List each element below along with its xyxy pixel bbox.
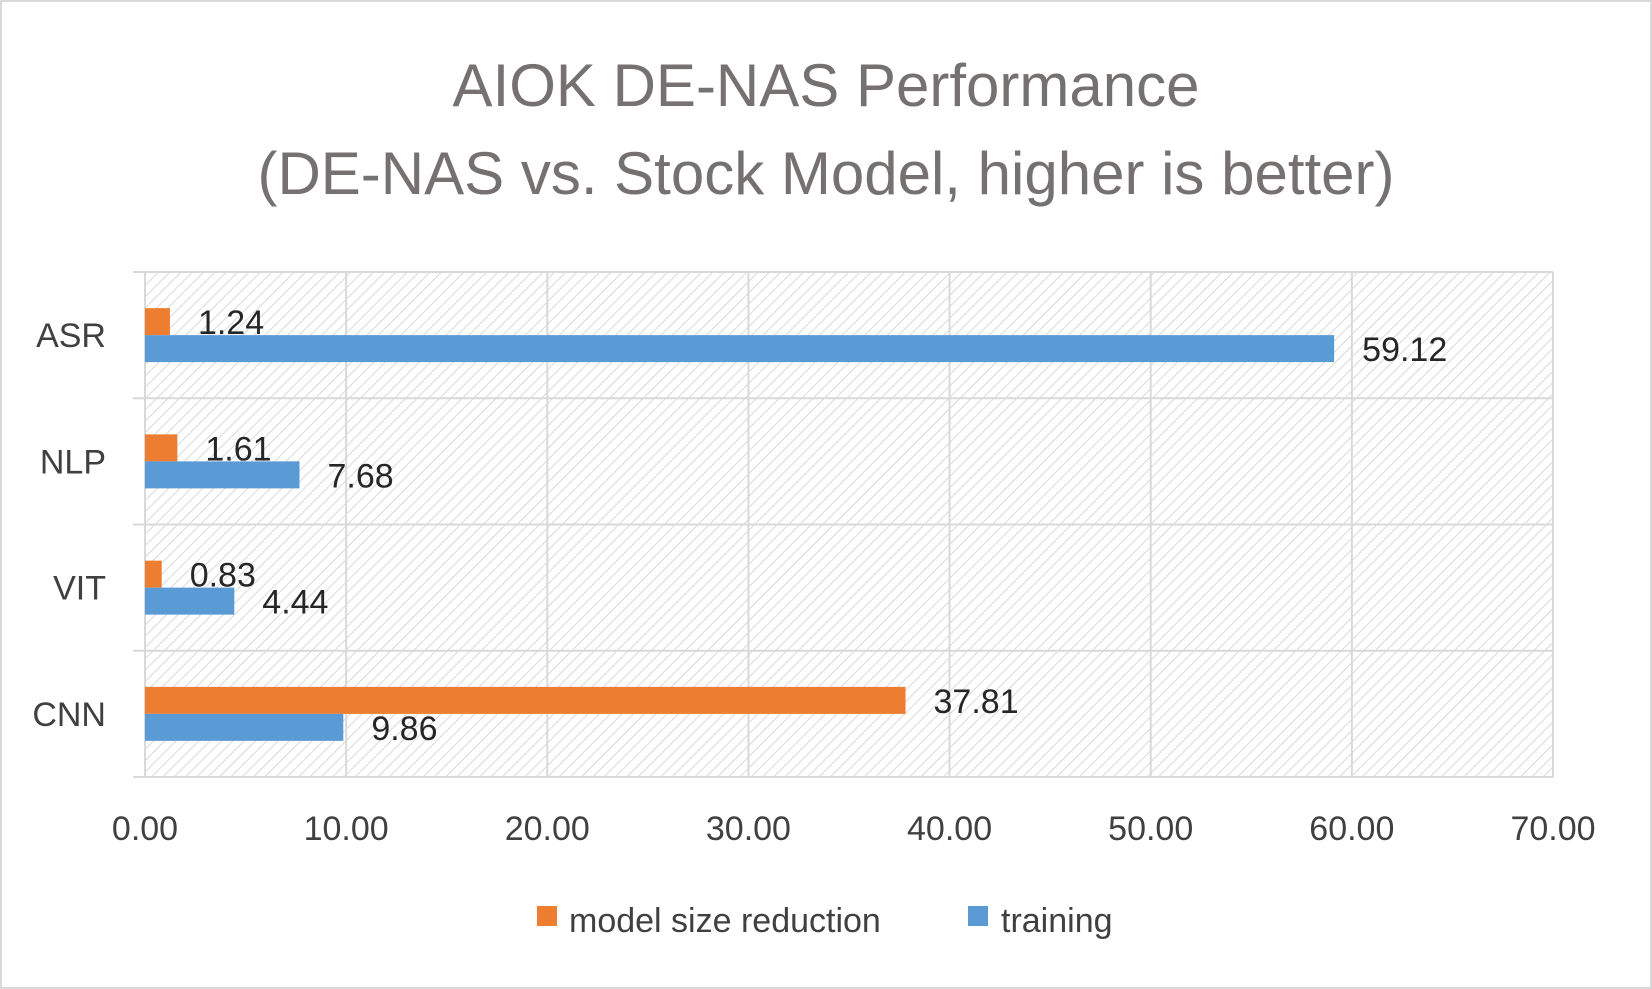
bar-training-cnn [145,713,344,741]
data-label-model-size-reduction-vit: 0.83 [190,557,256,595]
bar-training-asr [145,335,1335,363]
y-tick-label-nlp: NLP [40,443,106,481]
y-tick-label-asr: ASR [36,317,106,355]
data-label-training-nlp: 7.68 [327,457,393,495]
x-axis-labels: 0.00 10.00 20.00 30.00 40.00 50.00 60.00 70.00 [112,810,1596,848]
x-tick-label-10-00: 10.00 [304,810,389,848]
bar-training-nlp [145,461,300,489]
y-axis-labels: ASR NLP VIT CNN [32,317,106,734]
y-tick-label-vit: VIT [53,570,106,608]
data-labels: 1.24 59.12 1.61 7.68 0.834.44 37.81 9.86 [190,304,1448,748]
x-tick-label-60-00: 60.00 [1309,810,1394,848]
x-tick-label-20-00: 20.00 [505,810,590,848]
x-tick-label-30-00: 30.00 [706,810,791,848]
data-label-training-cnn: 9.86 [371,710,437,748]
data-label-training-vit: 4.44 [262,584,328,622]
data-label-training-asr: 59.12 [1362,331,1447,369]
bar-model-size-reduction-asr [145,308,170,336]
x-tick-label-50-00: 50.00 [1108,810,1193,848]
chart-title-line-2: (DE-NAS vs. Stock Model, higher is bette… [257,140,1394,207]
legend: model size reduction training [537,902,1113,940]
legend-label-training: training [1001,902,1113,940]
x-tick-label-40-00: 40.00 [907,810,992,848]
x-tick-label-0-00: 0.00 [112,810,178,848]
bar-training-vit [145,587,235,615]
bar-model-size-reduction-cnn [145,686,906,714]
data-label-model-size-reduction-asr: 1.24 [198,304,264,342]
legend-swatch-model-size-reduction [537,906,557,926]
y-tick-label-cnn: CNN [32,696,106,734]
legend-label-model-size-reduction: model size reduction [569,902,881,940]
bar-model-size-reduction-nlp [145,434,178,462]
x-tick-label-70-00: 70.00 [1510,810,1595,848]
chart-title-line-1: AIOK DE-NAS Performance [453,52,1200,119]
bars [145,308,1335,741]
data-label-model-size-reduction-cnn: 37.81 [934,683,1019,721]
legend-swatch-training [968,906,988,926]
bar-model-size-reduction-vit [145,560,162,588]
data-label-model-size-reduction-nlp: 1.61 [205,430,271,468]
